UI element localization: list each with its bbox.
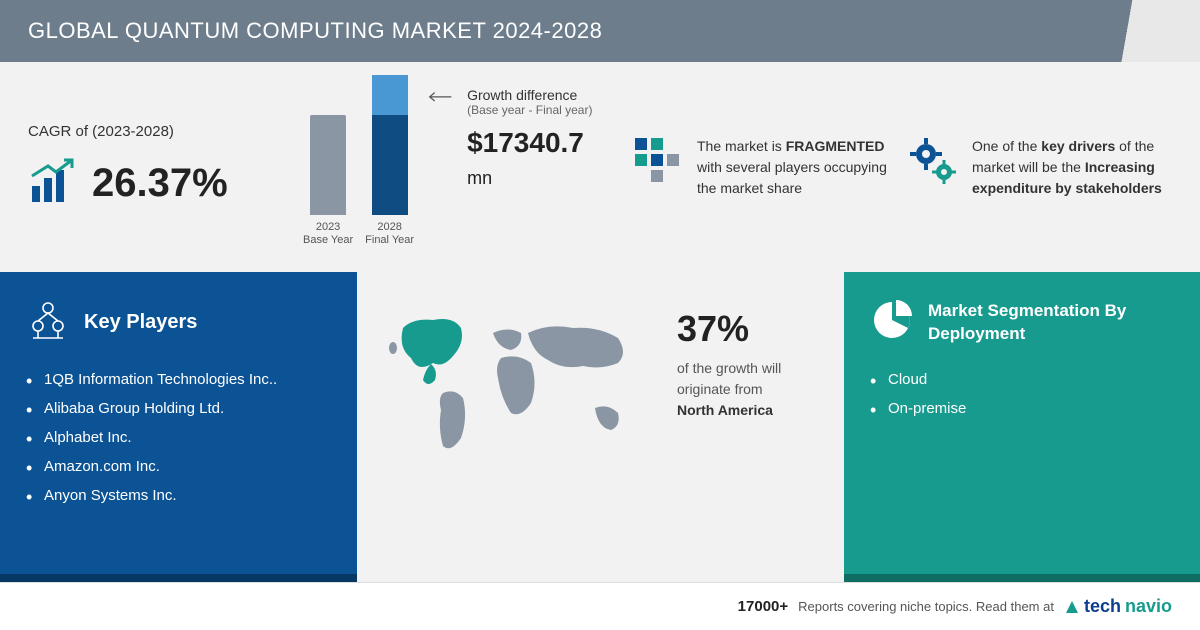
bar-base-year: 2023Base Year xyxy=(303,115,353,247)
player-item: 1QB Information Technologies Inc.. xyxy=(26,365,331,394)
segment-item: Cloud xyxy=(870,365,1174,394)
world-map-icon xyxy=(383,298,653,468)
cagr-value: 26.37% xyxy=(92,161,228,206)
header-title: GLOBAL QUANTUM COMPUTING MARKET 2024-202… xyxy=(28,18,602,43)
growth-chart-icon xyxy=(28,156,78,211)
key-players-list: 1QB Information Technologies Inc.. Aliba… xyxy=(26,365,331,510)
report-count: 17000+ xyxy=(738,598,788,615)
fragmented-block: The market is FRAGMENTED with several pl… xyxy=(633,136,888,199)
gears-icon xyxy=(908,136,958,191)
segmentation-list: Cloud On-premise xyxy=(870,365,1174,423)
infographic-container: GLOBAL QUANTUM COMPUTING MARKET 2024-202… xyxy=(0,0,1200,630)
segment-item: On-premise xyxy=(870,394,1174,423)
bottom-panels: Key Players 1QB Information Technologies… xyxy=(0,272,1200,582)
pie-chart-icon xyxy=(870,298,914,347)
bar-final-year: 2028Final Year xyxy=(365,75,414,247)
cagr-block: CAGR of (2023-2028) 26.37% xyxy=(28,123,283,211)
region-description: of the growth will originate fromNorth A… xyxy=(677,358,818,421)
growth-value: $17340.7mn xyxy=(467,127,613,191)
driver-block: One of the key drivers of the market wil… xyxy=(908,136,1163,199)
growth-chart: 2023Base Year 2028Final Year Growth diff… xyxy=(303,87,613,247)
growth-annotation-title: Growth difference xyxy=(467,87,613,103)
arrow-icon xyxy=(428,91,453,103)
player-item: Alphabet Inc. xyxy=(26,423,331,452)
header-bar: GLOBAL QUANTUM COMPUTING MARKET 2024-202… xyxy=(0,0,1200,62)
grid-icon xyxy=(633,136,683,191)
growth-annotation-sub: (Base year - Final year) xyxy=(467,103,613,117)
player-item: Amazon.com Inc. xyxy=(26,452,331,481)
segmentation-title: Market Segmentation By Deployment xyxy=(928,300,1174,344)
region-percent: 37% xyxy=(677,308,818,350)
key-players-panel: Key Players 1QB Information Technologies… xyxy=(0,272,357,582)
player-item: Alibaba Group Holding Ltd. xyxy=(26,394,331,423)
key-players-title: Key Players xyxy=(84,311,197,334)
footer-bar: 17000+ Reports covering niche topics. Re… xyxy=(0,582,1200,630)
geography-panel: 37% of the growth will originate fromNor… xyxy=(357,272,844,582)
cagr-label: CAGR of (2023-2028) xyxy=(28,123,283,140)
segmentation-panel: Market Segmentation By Deployment Cloud … xyxy=(844,272,1200,582)
stats-row: CAGR of (2023-2028) 26.37% 2023Base Year… xyxy=(0,62,1200,272)
players-icon xyxy=(26,298,70,347)
technavio-logo: technavio xyxy=(1064,596,1172,617)
player-item: Anyon Systems Inc. xyxy=(26,481,331,510)
footer-text: Reports covering niche topics. Read them… xyxy=(798,599,1054,614)
